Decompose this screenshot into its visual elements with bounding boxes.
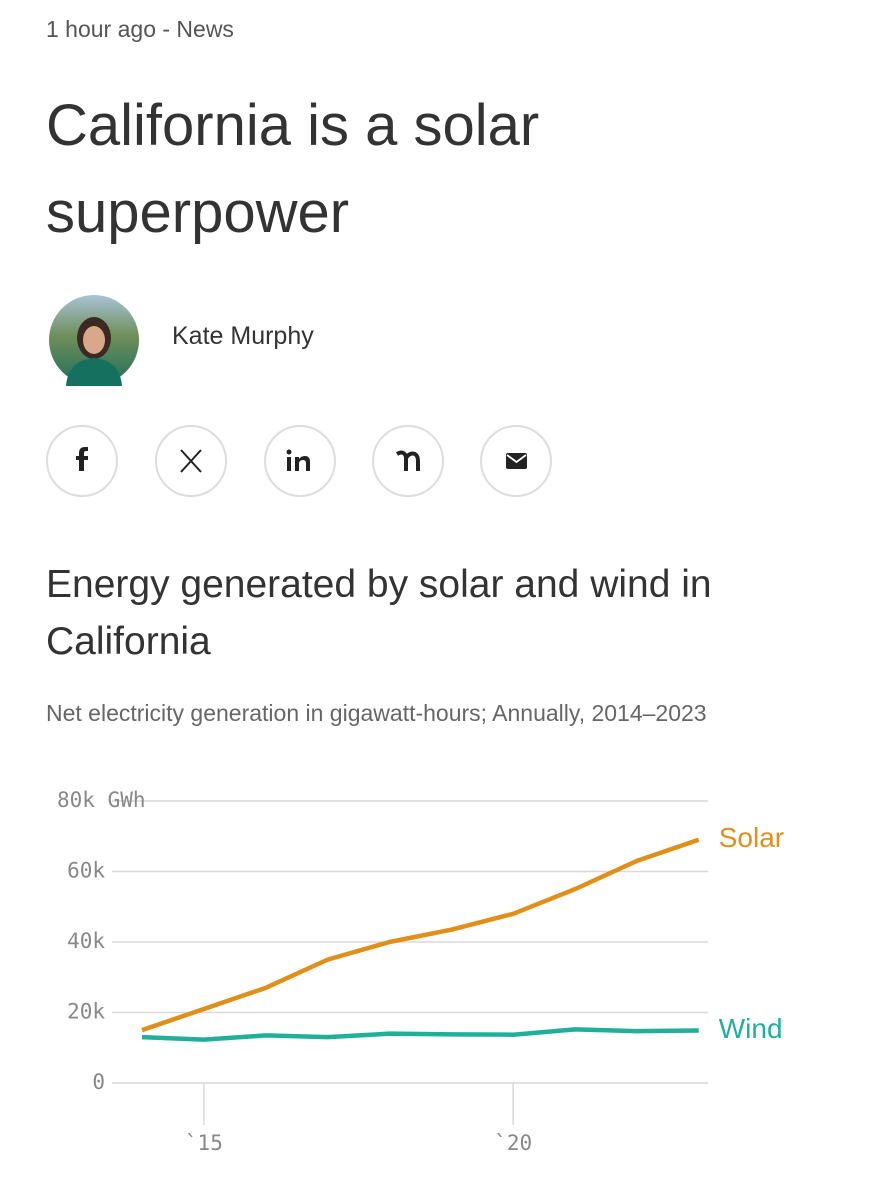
email-icon bbox=[506, 453, 527, 469]
share-buttons bbox=[46, 425, 552, 497]
y-tick-label: 20k bbox=[67, 1000, 105, 1024]
article-meta: 1 hour ago - News bbox=[46, 16, 234, 42]
share-x[interactable] bbox=[155, 425, 227, 497]
chart-title: Energy generated by solar and wind in Ca… bbox=[46, 563, 712, 663]
x-tick-label: `15 bbox=[185, 1131, 223, 1155]
x-tick-label: `20 bbox=[494, 1131, 532, 1155]
x-icon bbox=[180, 449, 202, 473]
series-line bbox=[141, 1027, 699, 1042]
article-title: California is a solar superpower bbox=[46, 93, 540, 245]
chart-subtitle: Net electricity generation in gigawatt-h… bbox=[46, 700, 707, 726]
share-email[interactable] bbox=[480, 425, 552, 497]
share-newsletter[interactable] bbox=[372, 425, 444, 497]
share-facebook[interactable] bbox=[46, 425, 118, 497]
share-linkedin[interactable] bbox=[264, 425, 336, 497]
author-name[interactable]: Kate Murphy bbox=[172, 322, 314, 350]
y-tick-label: 80k GWh bbox=[57, 788, 146, 812]
series-label: Wind bbox=[719, 1013, 783, 1044]
facebook-icon bbox=[76, 447, 88, 471]
series-label: Solar bbox=[719, 822, 784, 853]
y-tick-label: 40k bbox=[67, 929, 105, 953]
y-tick-label: 0 bbox=[92, 1070, 105, 1094]
newsletter-icon bbox=[396, 450, 420, 471]
author-avatar[interactable] bbox=[48, 294, 140, 386]
y-tick-label: 60k bbox=[67, 859, 105, 883]
series-line bbox=[141, 837, 700, 1033]
linkedin-icon bbox=[286, 449, 310, 471]
